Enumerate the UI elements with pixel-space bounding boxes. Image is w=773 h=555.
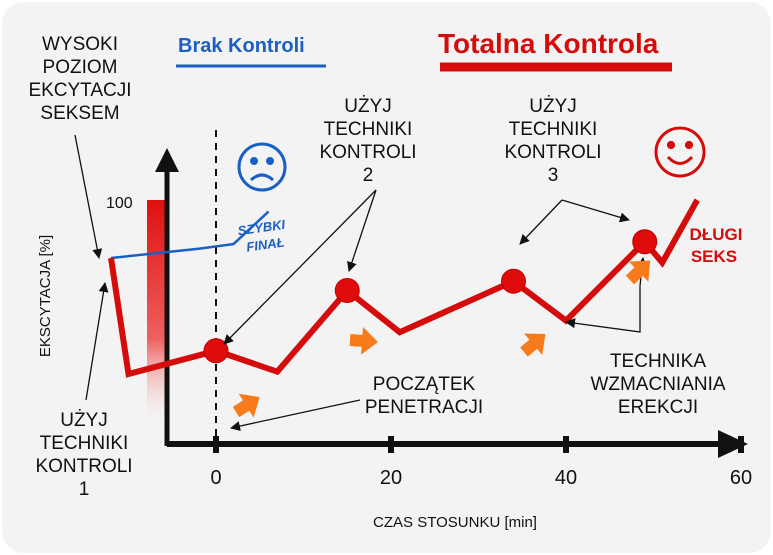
callout-arrow-technique-3b xyxy=(561,199,630,223)
label-erection-line1: TECHNIKA xyxy=(610,351,706,372)
orange-arrow-icon xyxy=(232,393,260,418)
technique-marker-point xyxy=(203,338,229,364)
label-top-left-4: SEKSEM xyxy=(40,103,119,124)
label-final: FINAŁ xyxy=(245,234,285,254)
orange-arrow-icon xyxy=(349,326,378,355)
label-technique-1-line4: 1 xyxy=(79,479,90,500)
callout-arrow-technique-2b xyxy=(347,189,377,272)
callout-arrows xyxy=(74,134,648,431)
x-tick-label-20: 20 xyxy=(380,467,402,489)
y-axis-label: EKSCYTACJA [%] xyxy=(37,235,54,357)
label-technique-3-line1: UŻYJ xyxy=(529,96,577,117)
label-dlugi: DŁUGI xyxy=(690,225,743,244)
x-tick-label-60: 60 xyxy=(730,467,752,489)
x-axis-label: CZAS STOSUNKU [min] xyxy=(373,514,537,531)
label-technique-2-line4: 2 xyxy=(363,165,374,186)
sad-face-icon xyxy=(237,142,287,192)
label-szybki: SZYBKI xyxy=(237,217,287,239)
callout-arrow-technique-3a xyxy=(519,199,563,245)
label-technique-1-line3: KONTROLI xyxy=(35,456,132,477)
label-technique-1-line1: UŻYJ xyxy=(60,410,108,431)
label-technique-3-line4: 3 xyxy=(548,165,559,186)
label-technique-2-line3: KONTROLI xyxy=(319,142,416,163)
x-tick-mark xyxy=(388,436,394,453)
label-penetration-line1: POCZĄTEK xyxy=(373,374,476,395)
orange-arrows xyxy=(232,260,651,418)
label-penetration-line2: PENETRACJI xyxy=(365,397,483,418)
series-line-brak-kontroli xyxy=(110,210,270,260)
label-technique-3-line2: TECHNIKI xyxy=(509,119,598,140)
happy-face-icon xyxy=(654,126,706,178)
y-tick-100: 100 xyxy=(106,195,133,212)
x-tick-mark xyxy=(213,436,219,453)
label-technique-3-line3: KONTROLI xyxy=(504,142,601,163)
callout-arrow-penetration xyxy=(230,399,361,431)
excitation-gradient-bar xyxy=(147,200,165,432)
legend-totalna-kontrola: Totalna Kontrola xyxy=(438,28,659,59)
callout-arrow-technique-1 xyxy=(85,282,109,401)
series-layer xyxy=(108,198,700,378)
orange-arrow-icon xyxy=(520,333,546,357)
label-erection-line3: EREKCJI xyxy=(618,397,698,418)
label-seks: SEKS xyxy=(691,247,737,266)
technique-marker-point xyxy=(334,277,360,303)
label-technique-2-line1: UŻYJ xyxy=(344,96,392,117)
label-top-left-3: EKCYTACJI xyxy=(28,80,131,101)
y-axis-arrowhead xyxy=(155,148,179,172)
technique-marker-point xyxy=(501,268,526,294)
x-tick-label-40: 40 xyxy=(555,467,577,489)
label-technique-1-line2: TECHNIKI xyxy=(40,433,129,454)
callout-arrow-erection-a xyxy=(565,286,641,333)
callout-arrow-technique-2a xyxy=(223,189,377,345)
callout-arrow-top-left xyxy=(74,134,103,259)
orange-arrow-icon xyxy=(625,260,651,285)
x-tick-label-0: 0 xyxy=(210,467,221,489)
x-axis-arrowhead xyxy=(718,430,748,458)
technique-marker-point xyxy=(632,229,658,255)
label-top-left-2: POZIOM xyxy=(43,57,118,78)
label-erection-line2: WZMACNIANIA xyxy=(590,374,725,395)
legend-brak-kontroli: Brak Kontroli xyxy=(178,35,305,57)
label-top-left-1: WYSOKI xyxy=(42,34,118,55)
x-tick-mark xyxy=(563,436,569,453)
x-tick-mark xyxy=(738,436,744,453)
x-ticks: 0 20 40 60 xyxy=(210,436,752,489)
label-technique-2-line2: TECHNIKI xyxy=(324,119,413,140)
